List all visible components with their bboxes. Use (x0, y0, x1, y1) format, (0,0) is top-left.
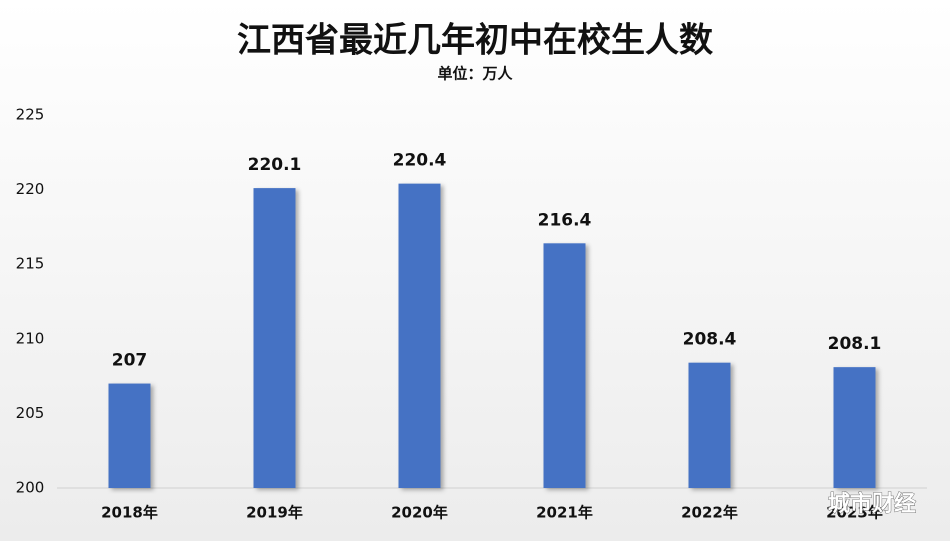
y-tick-label: 200 (16, 479, 45, 497)
y-tick-label: 225 (16, 106, 45, 124)
y-tick-label: 220 (16, 180, 45, 198)
y-tick-label: 205 (16, 404, 45, 422)
x-tick-label: 2021年 (536, 504, 593, 522)
bar (833, 367, 876, 488)
value-label: 220.4 (393, 151, 447, 171)
x-tick-label: 2018年 (101, 504, 158, 522)
value-label: 220.1 (248, 155, 302, 175)
x-tick-label: 2022年 (681, 504, 738, 522)
bar (253, 188, 296, 488)
x-tick-label: 2019年 (246, 504, 303, 522)
value-label: 208.1 (828, 334, 882, 354)
watermark: 城市财经 (828, 491, 916, 517)
bar (688, 362, 731, 488)
value-label: 216.4 (538, 210, 592, 230)
bar (108, 383, 151, 488)
value-label: 207 (112, 351, 148, 371)
x-tick-label: 2023年 (826, 504, 883, 522)
chart-title: 江西省最近几年初中在校生人数 (237, 21, 713, 61)
bar (398, 183, 441, 488)
y-tick-label: 215 (16, 255, 45, 273)
value-label: 208.4 (683, 330, 737, 350)
x-tick-label: 2020年 (391, 504, 448, 522)
chart-subtitle: 单位：万人 (437, 65, 513, 83)
y-tick-label: 210 (16, 329, 45, 347)
bar (543, 243, 586, 488)
